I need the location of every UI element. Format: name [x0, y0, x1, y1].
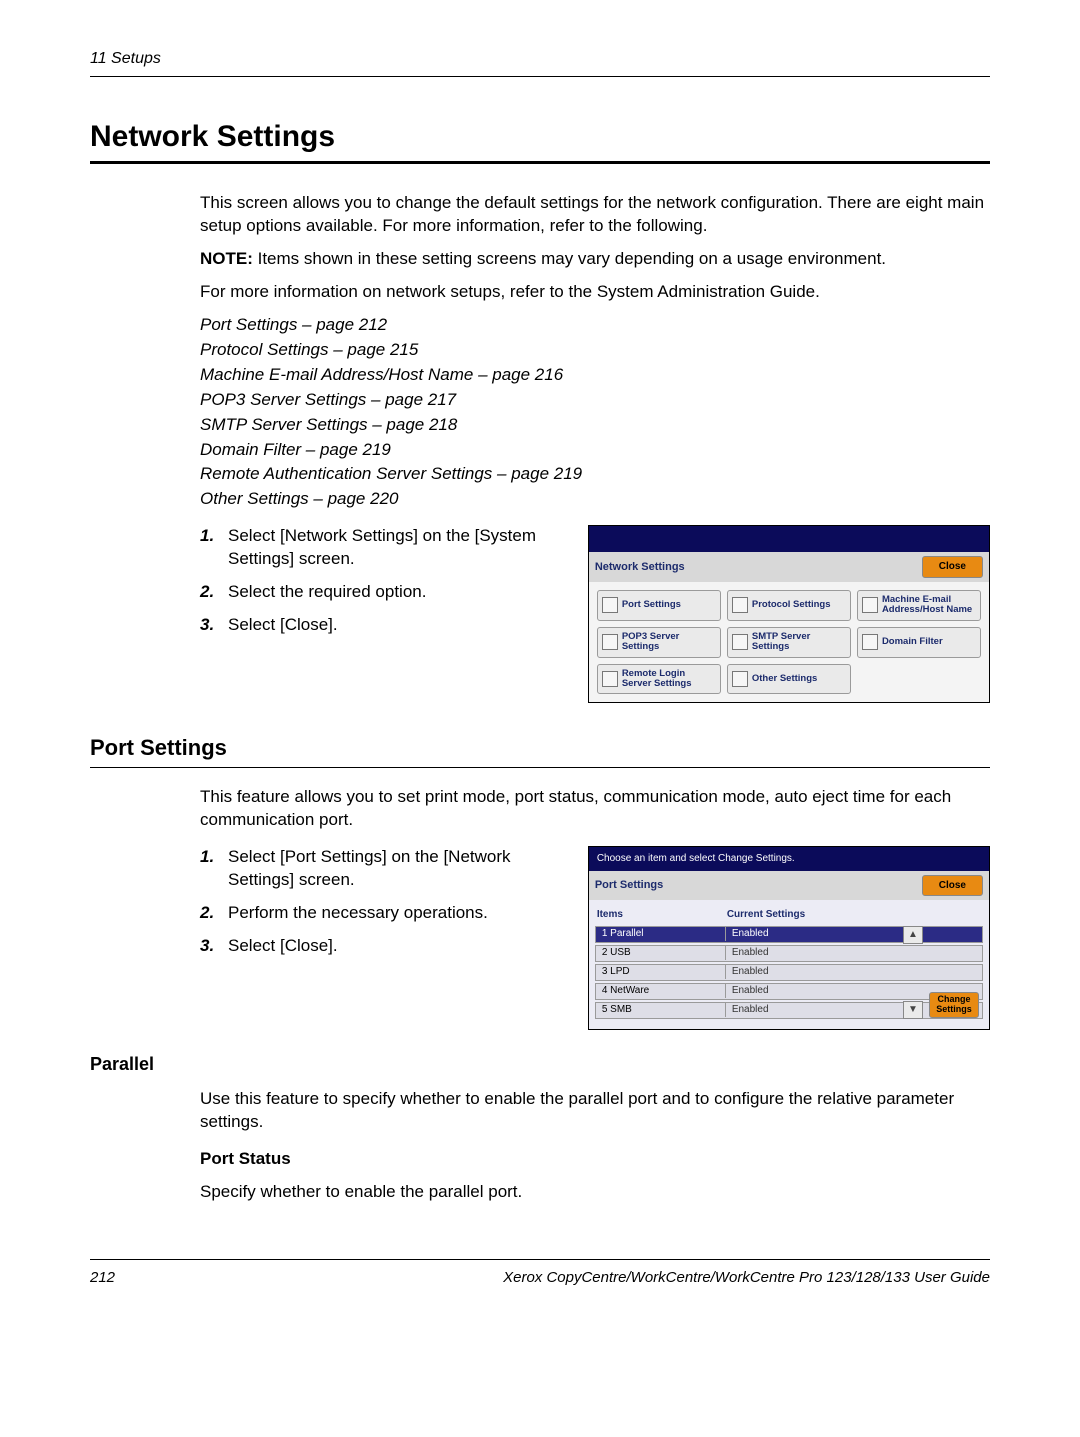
parallel-text: Use this feature to specify whether to e…	[200, 1088, 990, 1134]
toc-item: Other Settings – page 220	[200, 488, 990, 511]
step-text: Perform the necessary operations.	[228, 902, 488, 925]
note-text: Items shown in these setting screens may…	[253, 249, 886, 268]
machine-email-button[interactable]: Machine E-mail Address/Host Name	[857, 590, 981, 621]
other-settings-button[interactable]: Other Settings	[727, 664, 851, 695]
row-value: Enabled	[726, 927, 982, 941]
smtp-settings-button[interactable]: SMTP Server Settings	[727, 627, 851, 658]
step-text: Select [Close].	[228, 614, 338, 637]
step-text: Select [Close].	[228, 935, 338, 958]
step-text: Select the required option.	[228, 581, 426, 604]
intro-note: NOTE: Items shown in these setting scree…	[200, 248, 990, 271]
port-settings-button[interactable]: Port Settings	[597, 590, 721, 621]
toc-item: SMTP Server Settings – page 218	[200, 414, 990, 437]
table-row[interactable]: 3 LPD Enabled	[595, 964, 983, 981]
network-settings-dialog: Network Settings Close Port Settings Pro…	[588, 525, 990, 703]
intro-paragraph-2: For more information on network setups, …	[200, 281, 990, 304]
change-settings-button[interactable]: Change Settings	[929, 992, 979, 1018]
note-label: NOTE:	[200, 249, 253, 268]
pop3-settings-button[interactable]: POP3 Server Settings	[597, 627, 721, 658]
button-icon	[862, 597, 878, 613]
close-button[interactable]: Close	[922, 875, 983, 897]
button-label: Machine E-mail Address/Host Name	[882, 595, 976, 616]
button-icon	[732, 597, 748, 613]
scroll-down-button[interactable]: ▼	[903, 1001, 923, 1019]
scroll-up-button[interactable]: ▲	[903, 926, 923, 944]
button-icon	[732, 671, 748, 687]
step-number: 2.	[200, 581, 228, 604]
step-text: Select [Port Settings] on the [Network S…	[228, 846, 568, 892]
subheading-port-status: Port Status	[200, 1148, 990, 1171]
row-item: 5 SMB	[596, 1003, 726, 1017]
button-label: Port Settings	[622, 600, 681, 610]
step-number: 1.	[200, 846, 228, 869]
port-settings-intro: This feature allows you to set print mod…	[200, 786, 990, 832]
protocol-settings-button[interactable]: Protocol Settings	[727, 590, 851, 621]
button-label: Protocol Settings	[752, 600, 831, 610]
table-row[interactable]: 5 SMB Enabled	[595, 1002, 983, 1019]
button-icon	[602, 671, 618, 687]
button-label: SMTP Server Settings	[752, 632, 846, 653]
table-row[interactable]: 1 Parallel Enabled	[595, 926, 983, 943]
dialog-titlebar	[589, 526, 989, 552]
step-number: 2.	[200, 902, 228, 925]
button-icon	[602, 597, 618, 613]
button-label: Domain Filter	[882, 637, 943, 647]
subheading-parallel: Parallel	[90, 1052, 990, 1076]
dialog-title: Network Settings	[595, 560, 685, 575]
button-icon	[732, 634, 748, 650]
toc-item: Domain Filter – page 219	[200, 439, 990, 462]
button-icon	[602, 634, 618, 650]
port-status-text: Specify whether to enable the parallel p…	[200, 1181, 990, 1204]
col-items: Items	[597, 908, 727, 922]
button-label: POP3 Server Settings	[622, 632, 716, 653]
toc-item: Protocol Settings – page 215	[200, 339, 990, 362]
footer-guide-title: Xerox CopyCentre/WorkCentre/WorkCentre P…	[503, 1268, 990, 1288]
button-label: Other Settings	[752, 674, 817, 684]
step-text: Select [Network Settings] on the [System…	[228, 525, 568, 571]
close-button[interactable]: Close	[922, 556, 983, 578]
page-number: 212	[90, 1268, 115, 1288]
step-number: 1.	[200, 525, 228, 548]
row-item: 1 Parallel	[596, 927, 726, 941]
dialog-title: Port Settings	[595, 878, 663, 893]
toc-item: POP3 Server Settings – page 217	[200, 389, 990, 412]
port-settings-dialog: Choose an item and select Change Setting…	[588, 846, 990, 1030]
col-current-settings: Current Settings	[727, 908, 937, 922]
steps-port-settings: 1.Select [Port Settings] on the [Network…	[200, 846, 568, 1030]
toc-item: Machine E-mail Address/Host Name – page …	[200, 364, 990, 387]
remote-login-button[interactable]: Remote Login Server Settings	[597, 664, 721, 695]
table-row[interactable]: 2 USB Enabled	[595, 945, 983, 962]
step-number: 3.	[200, 614, 228, 637]
row-item: 4 NetWare	[596, 984, 726, 998]
button-icon	[862, 634, 878, 650]
row-item: 2 USB	[596, 946, 726, 960]
toc-list: Port Settings – page 212 Protocol Settin…	[200, 314, 990, 512]
chapter-header: 11 Setups	[90, 48, 990, 77]
row-value: Enabled	[726, 946, 982, 960]
steps-network-settings: 1.Select [Network Settings] on the [Syst…	[200, 525, 568, 703]
table-header: Items Current Settings	[595, 906, 983, 926]
step-number: 3.	[200, 935, 228, 958]
section-title-port-settings: Port Settings	[90, 733, 990, 768]
row-item: 3 LPD	[596, 965, 726, 979]
toc-item: Port Settings – page 212	[200, 314, 990, 337]
dialog-tip: Choose an item and select Change Setting…	[589, 847, 989, 871]
row-value: Enabled	[726, 965, 982, 979]
toc-item: Remote Authentication Server Settings – …	[200, 463, 990, 486]
button-label: Remote Login Server Settings	[622, 669, 716, 690]
table-row[interactable]: 4 NetWare Enabled	[595, 983, 983, 1000]
domain-filter-button[interactable]: Domain Filter	[857, 627, 981, 658]
intro-paragraph-1: This screen allows you to change the def…	[200, 192, 990, 238]
section-title-network-settings: Network Settings	[90, 117, 990, 165]
